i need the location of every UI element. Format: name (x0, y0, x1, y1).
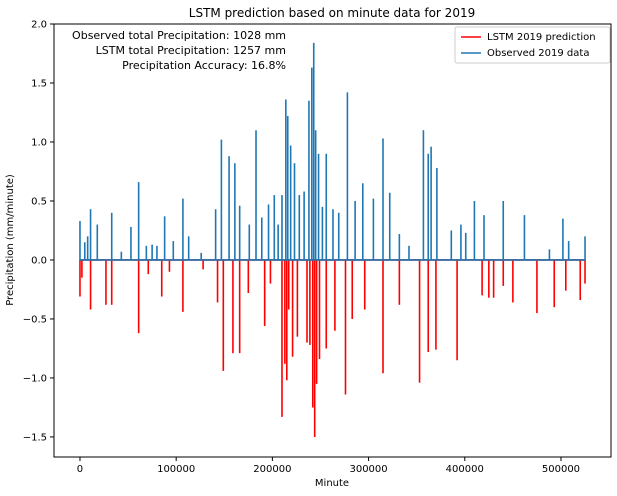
x-tick-label: 400000 (446, 464, 484, 475)
series-lstm-prediction (79, 259, 586, 437)
y-tick-label: 2.0 (31, 20, 47, 31)
x-tick-label: 500000 (542, 464, 580, 475)
x-tick-label: 100000 (157, 464, 195, 475)
chart-title: LSTM prediction based on minute data for… (189, 6, 475, 20)
y-tick-label: 1.0 (31, 137, 47, 148)
annotation-lstm-total: LSTM total Precipitation: 1257 mm (96, 44, 286, 57)
y-tick-label: 0.5 (31, 196, 47, 207)
annotation-accuracy: Precipitation Accuracy: 16.8% (122, 59, 286, 72)
plot-frame (53, 23, 612, 458)
legend: LSTM 2019 prediction Observed 2019 data (454, 26, 611, 64)
x-tick-label: 0 (77, 464, 83, 475)
legend-label-observed: Observed 2019 data (487, 48, 589, 59)
annotation-observed-total: Observed total Precipitation: 1028 mm (72, 29, 286, 42)
y-tick-label: 1.5 (31, 78, 47, 89)
series-observed-data (79, 42, 586, 261)
y-tick-label: 0.0 (31, 255, 47, 266)
x-tick-label: 300000 (349, 464, 387, 475)
plot-area: 0 100000 200000 300000 400000 500000 −1.5 −1.0 −… (23, 20, 612, 475)
x-tick-label: 200000 (253, 464, 291, 475)
legend-box (454, 26, 611, 64)
x-axis-label: Minute (315, 478, 349, 489)
y-axis-label: Precipitation (mm/minute) (5, 174, 16, 306)
y-tick-label: −0.5 (23, 314, 47, 325)
y-tick-label: −1.0 (23, 373, 47, 384)
legend-label-lstm: LSTM 2019 prediction (487, 32, 596, 43)
y-tick-label: −1.5 (23, 432, 47, 443)
